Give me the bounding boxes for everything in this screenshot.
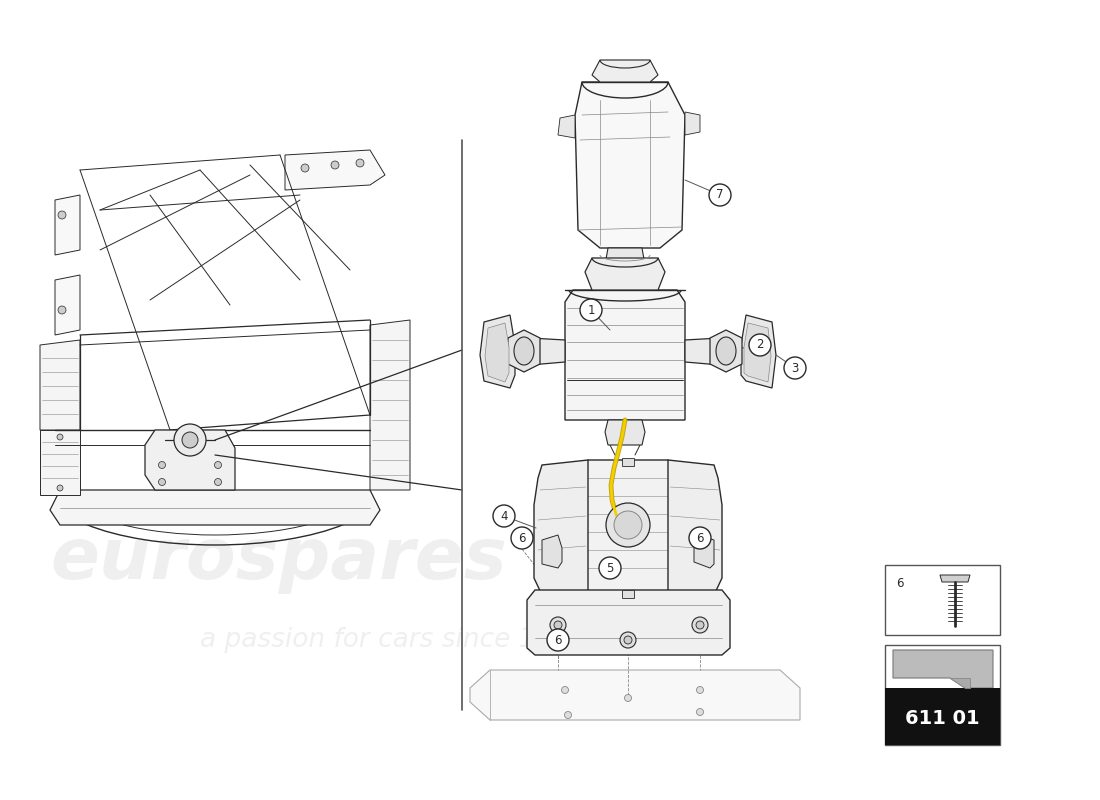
Polygon shape: [55, 275, 80, 335]
Bar: [886, 645, 1000, 745]
Polygon shape: [744, 323, 771, 382]
Polygon shape: [893, 650, 993, 688]
Polygon shape: [50, 490, 380, 525]
Circle shape: [550, 617, 566, 633]
Circle shape: [182, 432, 198, 448]
Polygon shape: [525, 338, 565, 365]
Circle shape: [512, 527, 534, 549]
Ellipse shape: [517, 337, 534, 365]
Circle shape: [57, 485, 63, 491]
Polygon shape: [668, 460, 722, 608]
Circle shape: [58, 211, 66, 219]
Polygon shape: [55, 195, 80, 255]
Polygon shape: [685, 338, 725, 365]
Polygon shape: [40, 430, 80, 495]
Circle shape: [331, 161, 339, 169]
Circle shape: [580, 299, 602, 321]
Circle shape: [57, 434, 63, 440]
Circle shape: [214, 462, 221, 469]
Circle shape: [301, 164, 309, 172]
Polygon shape: [605, 420, 645, 445]
Text: 3: 3: [791, 362, 799, 374]
Circle shape: [356, 159, 364, 167]
Polygon shape: [470, 670, 800, 720]
Circle shape: [614, 511, 642, 539]
Circle shape: [174, 424, 206, 456]
Circle shape: [600, 557, 621, 579]
Circle shape: [692, 617, 708, 633]
Polygon shape: [527, 590, 730, 655]
Circle shape: [547, 629, 569, 651]
Text: 6: 6: [554, 634, 562, 646]
Circle shape: [564, 711, 572, 718]
Text: 611 01: 611 01: [905, 709, 980, 727]
Polygon shape: [592, 60, 658, 82]
Polygon shape: [370, 320, 410, 490]
Polygon shape: [485, 323, 509, 382]
Circle shape: [58, 306, 66, 314]
Circle shape: [749, 334, 771, 356]
Text: 4: 4: [500, 510, 508, 522]
Polygon shape: [285, 150, 385, 190]
Polygon shape: [565, 290, 685, 420]
Polygon shape: [145, 430, 235, 490]
Polygon shape: [741, 315, 776, 388]
Polygon shape: [585, 258, 666, 290]
Bar: [621, 458, 634, 466]
Text: 2: 2: [757, 338, 763, 351]
Polygon shape: [710, 330, 742, 372]
Circle shape: [710, 184, 732, 206]
Text: 6: 6: [518, 531, 526, 545]
Circle shape: [696, 709, 704, 715]
Circle shape: [214, 478, 221, 486]
Bar: [886, 688, 1000, 745]
Ellipse shape: [716, 337, 736, 365]
Polygon shape: [950, 678, 970, 688]
Polygon shape: [605, 248, 645, 275]
Ellipse shape: [514, 337, 534, 365]
Text: 7: 7: [716, 189, 724, 202]
Bar: [621, 590, 634, 598]
Circle shape: [158, 478, 165, 486]
Polygon shape: [575, 82, 685, 248]
Ellipse shape: [717, 337, 733, 365]
Circle shape: [554, 621, 562, 629]
Circle shape: [625, 694, 631, 702]
Polygon shape: [685, 112, 700, 135]
Circle shape: [696, 686, 704, 694]
Circle shape: [561, 686, 569, 694]
Bar: [886, 565, 1000, 635]
Text: eurospares: eurospares: [50, 526, 507, 594]
Polygon shape: [508, 330, 540, 372]
Circle shape: [784, 357, 806, 379]
Circle shape: [624, 636, 632, 644]
Polygon shape: [480, 315, 515, 388]
Circle shape: [620, 632, 636, 648]
Circle shape: [696, 621, 704, 629]
Circle shape: [606, 503, 650, 547]
Polygon shape: [940, 575, 970, 582]
Text: 6: 6: [696, 531, 704, 545]
Circle shape: [493, 505, 515, 527]
Polygon shape: [694, 535, 714, 568]
Text: 6: 6: [896, 577, 903, 590]
Circle shape: [689, 527, 711, 549]
Polygon shape: [40, 340, 80, 430]
Polygon shape: [558, 115, 575, 138]
Polygon shape: [580, 460, 676, 598]
Text: a passion for cars since 1985: a passion for cars since 1985: [200, 627, 585, 653]
Polygon shape: [542, 535, 562, 568]
Circle shape: [158, 462, 165, 469]
Polygon shape: [534, 460, 588, 608]
Text: 1: 1: [587, 303, 595, 317]
Text: 5: 5: [606, 562, 614, 574]
